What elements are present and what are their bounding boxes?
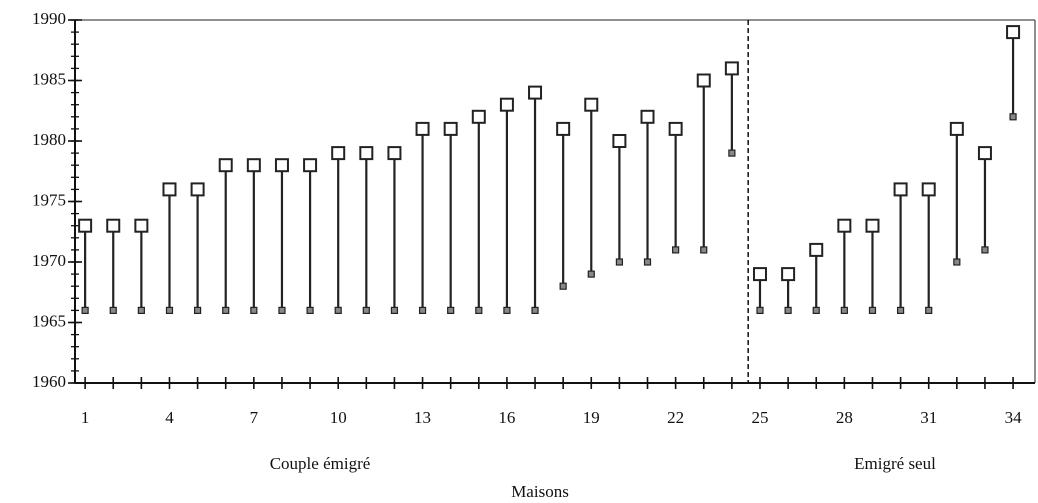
low-marker <box>981 246 989 254</box>
low-marker <box>1009 113 1017 121</box>
low-marker <box>925 306 933 314</box>
low-marker <box>756 306 764 314</box>
high-marker <box>781 267 796 282</box>
high-marker <box>668 121 683 136</box>
high-marker <box>528 85 543 100</box>
y-tick-label: 1990 <box>32 9 66 28</box>
low-marker <box>278 306 286 314</box>
low-marker <box>81 306 89 314</box>
high-marker <box>303 158 318 173</box>
low-marker <box>643 258 652 266</box>
x-tick-label: 1 <box>81 408 90 427</box>
low-marker <box>559 282 567 290</box>
low-marker <box>812 306 820 314</box>
high-marker <box>696 73 711 88</box>
low-marker <box>390 306 399 314</box>
low-marker <box>615 258 623 266</box>
x-tick-label: 16 <box>498 408 515 427</box>
high-marker <box>865 218 880 233</box>
high-marker <box>246 158 261 173</box>
x-tick-label: 28 <box>836 408 853 427</box>
high-marker <box>556 121 571 136</box>
x-tick-label: 13 <box>414 408 431 427</box>
x-tick-label: 7 <box>250 408 259 427</box>
high-marker <box>387 146 402 161</box>
x-tick-label: 31 <box>920 408 937 427</box>
high-marker <box>1006 25 1021 40</box>
x-tick-label: 19 <box>583 408 600 427</box>
low-marker <box>700 246 708 254</box>
low-marker <box>672 246 680 254</box>
high-marker <box>893 182 908 197</box>
group-label: Emigré seul <box>854 454 936 473</box>
y-tick-label: 1985 <box>32 69 66 88</box>
low-marker <box>165 306 174 314</box>
high-marker <box>359 146 374 161</box>
x-tick-label: 25 <box>751 408 768 427</box>
low-marker <box>868 306 877 314</box>
high-marker <box>949 121 964 136</box>
low-marker <box>418 306 427 314</box>
low-marker <box>475 306 483 314</box>
high-marker <box>921 182 936 197</box>
high-marker <box>612 134 627 148</box>
high-marker <box>78 218 93 233</box>
y-tick-label: 1970 <box>32 251 66 270</box>
high-marker <box>443 121 458 136</box>
high-marker <box>134 218 149 233</box>
low-marker <box>531 306 539 314</box>
x-axis-label: Maisons <box>511 482 569 501</box>
low-marker <box>503 306 511 314</box>
low-marker <box>250 306 258 314</box>
high-marker <box>499 97 514 112</box>
high-marker <box>415 121 430 136</box>
low-marker <box>728 149 736 157</box>
y-tick-label: 1960 <box>32 372 66 391</box>
low-marker <box>953 258 961 266</box>
high-marker <box>977 146 992 161</box>
high-marker <box>584 97 599 112</box>
high-marker <box>106 218 121 233</box>
high-marker <box>218 158 233 173</box>
low-marker <box>306 306 314 314</box>
group-label: Couple émigré <box>270 454 371 473</box>
low-marker <box>334 306 342 314</box>
high-marker <box>724 61 739 76</box>
low-marker <box>840 306 848 314</box>
low-marker <box>784 306 792 314</box>
high-marker <box>640 109 655 124</box>
y-tick-label: 1965 <box>32 311 66 330</box>
high-marker <box>274 158 289 173</box>
x-tick-label: 22 <box>667 408 684 427</box>
y-tick-label: 1980 <box>32 130 66 149</box>
x-tick-label: 10 <box>330 408 347 427</box>
y-tick-label: 1975 <box>32 190 66 209</box>
high-marker <box>837 218 852 233</box>
low-marker <box>447 306 455 314</box>
low-marker <box>222 306 230 314</box>
x-tick-label: 34 <box>1005 408 1023 427</box>
low-marker <box>362 306 370 314</box>
low-marker <box>109 306 117 314</box>
high-marker <box>162 182 177 197</box>
low-marker <box>587 270 595 278</box>
high-marker <box>331 146 346 161</box>
high-marker <box>752 267 767 282</box>
low-marker <box>896 306 905 314</box>
high-marker <box>190 182 205 197</box>
low-marker <box>137 306 145 314</box>
high-marker <box>471 109 486 124</box>
x-tick-label: 4 <box>165 408 174 427</box>
low-marker <box>194 306 202 314</box>
high-marker <box>809 242 824 257</box>
